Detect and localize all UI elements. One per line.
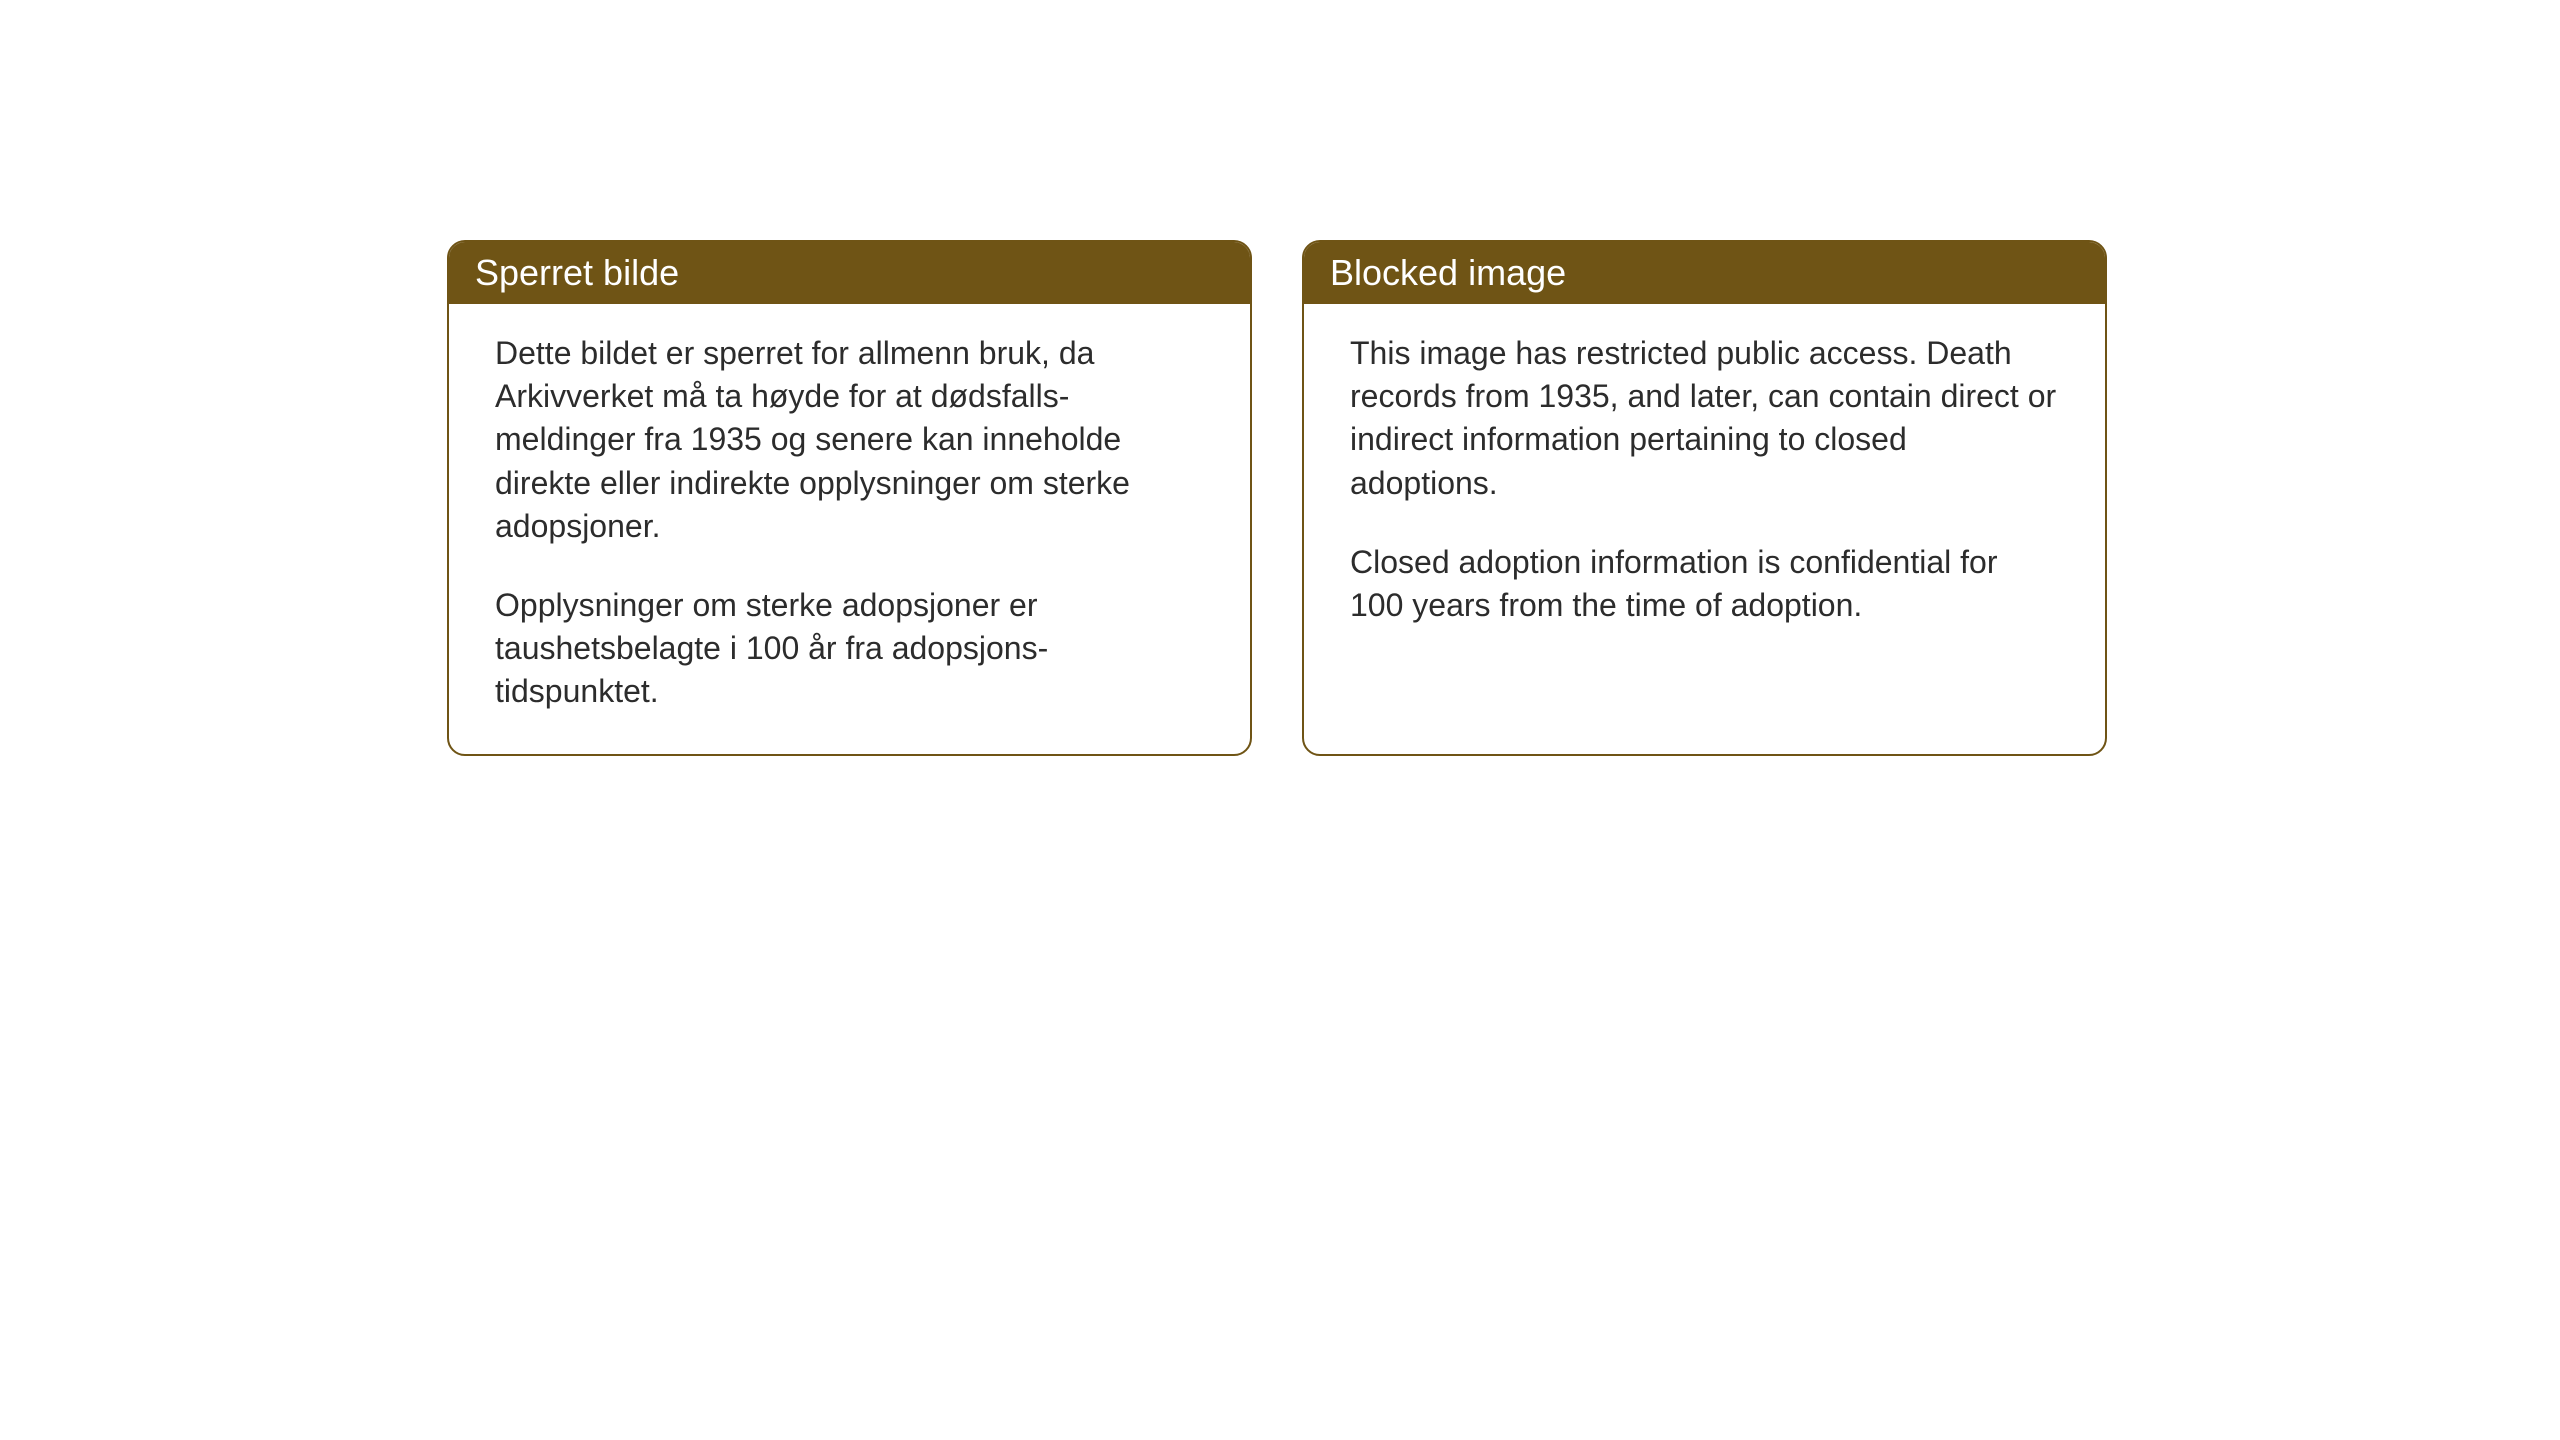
english-notice-card: Blocked image This image has restricted …	[1302, 240, 2107, 756]
notice-cards-container: Sperret bilde Dette bildet er sperret fo…	[447, 240, 2107, 756]
english-card-body: This image has restricted public access.…	[1304, 304, 2105, 744]
norwegian-paragraph-2: Opplysninger om sterke adopsjoner er tau…	[495, 584, 1204, 714]
norwegian-card-body: Dette bildet er sperret for allmenn bruk…	[449, 304, 1250, 754]
english-paragraph-1: This image has restricted public access.…	[1350, 332, 2059, 505]
norwegian-notice-card: Sperret bilde Dette bildet er sperret fo…	[447, 240, 1252, 756]
norwegian-card-title: Sperret bilde	[449, 242, 1250, 304]
english-paragraph-2: Closed adoption information is confident…	[1350, 541, 2059, 627]
english-card-title: Blocked image	[1304, 242, 2105, 304]
norwegian-paragraph-1: Dette bildet er sperret for allmenn bruk…	[495, 332, 1204, 548]
